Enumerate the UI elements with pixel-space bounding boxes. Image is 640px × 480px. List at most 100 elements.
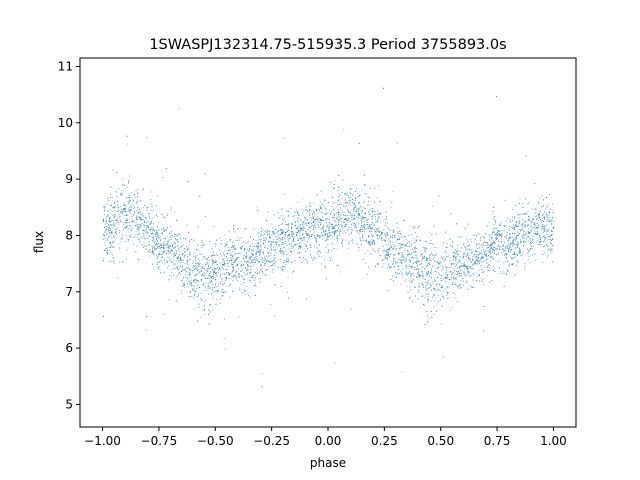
data-point — [524, 225, 526, 227]
data-point — [407, 250, 409, 252]
data-point — [109, 221, 110, 222]
data-point — [362, 236, 363, 238]
data-point — [160, 247, 162, 249]
data-point — [197, 284, 199, 286]
data-point — [369, 241, 371, 243]
data-point — [136, 237, 138, 238]
data-point — [537, 237, 539, 239]
data-point — [219, 238, 221, 239]
data-point — [478, 269, 480, 271]
data-point — [152, 249, 153, 251]
data-point — [235, 257, 237, 259]
data-point — [378, 210, 380, 212]
data-point — [298, 235, 300, 236]
data-point — [353, 212, 355, 214]
data-point — [484, 242, 486, 244]
data-point — [484, 254, 486, 256]
data-point — [388, 243, 390, 245]
data-point — [243, 250, 245, 252]
data-point — [536, 215, 537, 217]
data-point — [350, 192, 352, 194]
data-point — [544, 227, 546, 229]
data-point — [349, 212, 351, 214]
data-point — [424, 250, 425, 252]
data-point — [482, 236, 484, 238]
data-point — [257, 232, 259, 234]
data-point — [520, 239, 521, 241]
data-point — [200, 297, 202, 299]
data-point — [173, 263, 175, 265]
data-point — [547, 245, 548, 247]
data-point — [140, 219, 142, 221]
data-point — [211, 289, 213, 290]
data-point — [318, 218, 320, 220]
data-point — [547, 217, 548, 219]
data-point — [177, 268, 179, 270]
data-point — [353, 217, 355, 219]
data-point — [108, 237, 109, 239]
data-point — [274, 257, 276, 259]
data-point — [268, 261, 270, 263]
data-point — [474, 256, 476, 258]
data-point — [296, 210, 298, 211]
data-point — [408, 264, 410, 266]
data-point — [403, 235, 405, 237]
data-point — [239, 247, 241, 249]
data-point — [252, 254, 253, 256]
data-point — [162, 272, 164, 274]
data-point — [341, 239, 343, 241]
data-point — [137, 219, 138, 221]
data-point — [490, 236, 492, 238]
data-point — [330, 232, 332, 233]
data-point — [515, 238, 517, 240]
data-point — [205, 288, 207, 290]
data-point — [528, 232, 529, 233]
data-point — [253, 228, 255, 230]
data-point — [472, 258, 474, 260]
data-point — [248, 250, 249, 252]
data-point — [484, 250, 485, 252]
data-point — [316, 210, 317, 212]
data-point — [185, 237, 187, 239]
data-point — [527, 235, 529, 237]
data-point — [188, 232, 189, 233]
data-point — [532, 245, 534, 247]
data-point — [320, 207, 322, 208]
data-point — [414, 287, 416, 288]
data-point — [534, 228, 536, 229]
data-point — [387, 253, 388, 255]
data-point — [403, 250, 405, 252]
data-point — [153, 238, 155, 240]
data-point — [473, 263, 475, 265]
data-point — [466, 266, 468, 267]
data-point — [364, 213, 366, 214]
data-point — [196, 268, 198, 270]
data-point — [460, 265, 462, 267]
data-point — [312, 213, 313, 215]
data-point — [430, 270, 432, 272]
data-point — [317, 227, 319, 228]
data-point — [338, 196, 340, 198]
data-point — [152, 233, 154, 235]
data-point — [194, 279, 196, 281]
data-point — [193, 255, 194, 257]
data-point — [331, 224, 333, 226]
data-point — [152, 238, 154, 240]
data-point — [395, 262, 397, 264]
data-point — [418, 289, 419, 291]
data-point — [232, 245, 234, 247]
data-point — [491, 213, 493, 215]
data-point — [160, 243, 162, 245]
data-point — [493, 251, 495, 253]
data-point — [156, 232, 158, 234]
data-point — [183, 268, 185, 270]
data-point — [232, 276, 234, 278]
data-point — [289, 244, 290, 245]
data-point — [128, 239, 129, 241]
data-point — [372, 236, 374, 237]
data-point — [342, 232, 344, 234]
data-point — [111, 231, 113, 233]
data-point — [451, 306, 453, 308]
data-point — [283, 220, 285, 222]
data-point — [308, 205, 310, 207]
